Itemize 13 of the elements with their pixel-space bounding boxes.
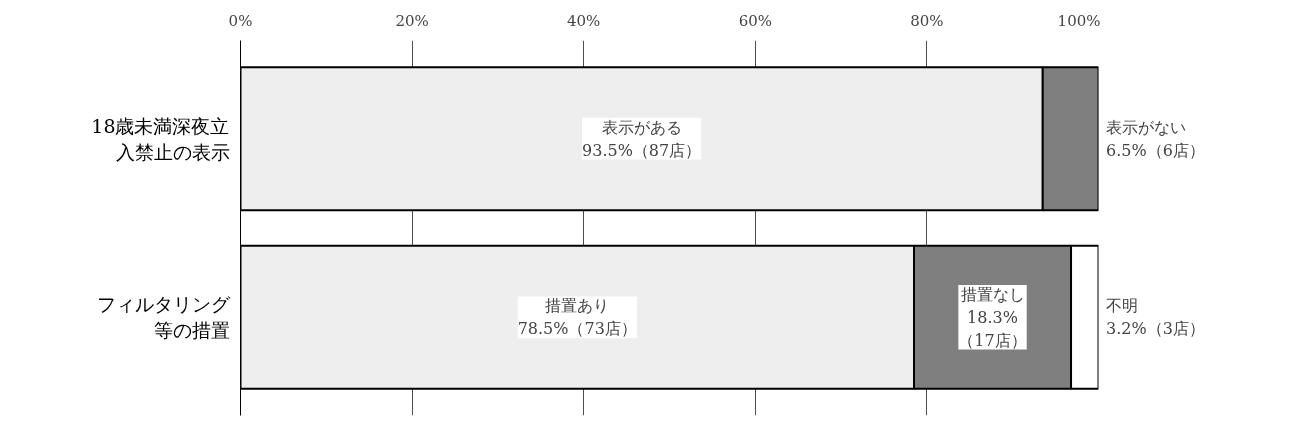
x-tick-label: 80%	[910, 11, 944, 30]
data-label: 不明 3.2%（3店）	[1106, 296, 1205, 339]
y-tick-label: フィルタリング等の措置	[96, 293, 231, 342]
data-label: 措置なし 18.3% （17店）	[958, 284, 1027, 350]
x-tick-label: 100%	[1057, 11, 1101, 30]
y-tick-label: 18歳未満深夜立入禁止の表示	[91, 114, 230, 163]
x-tick-label: 40%	[567, 11, 601, 30]
data-label: 措置あり 78.5%（73店）	[517, 296, 637, 339]
data-label: 表示がある 93.5%（87店）	[582, 117, 702, 160]
x-tick-label: 20%	[395, 11, 429, 30]
x-tick-label: 0%	[228, 11, 253, 30]
x-tick-label: 60%	[738, 11, 772, 30]
data-label: 表示がない 6.5%（6店）	[1106, 117, 1205, 160]
